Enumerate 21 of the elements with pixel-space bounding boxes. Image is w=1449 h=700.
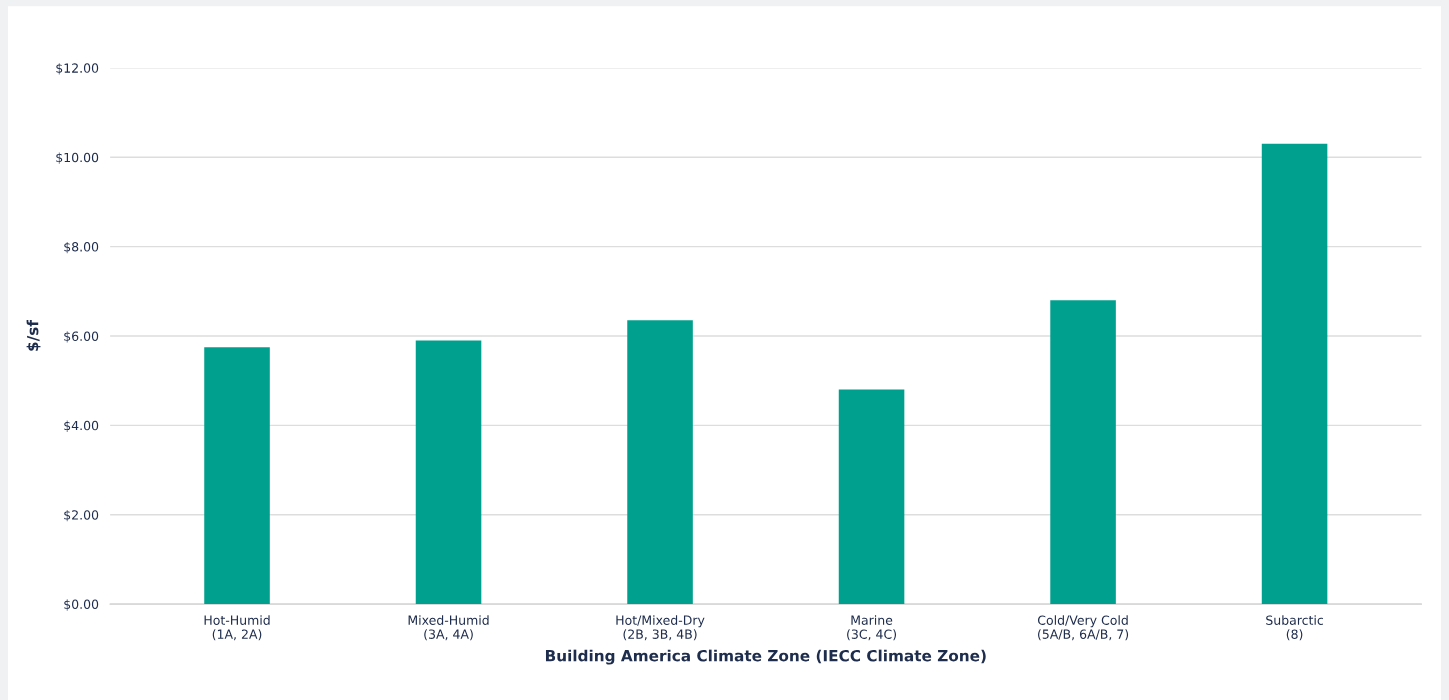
y-tick-label: $8.00 — [64, 241, 99, 254]
x-tick-label: Cold/Very Cold (5A/B, 6A/B, 7) — [1037, 615, 1129, 641]
x-tick-label: Hot-Humid (1A, 2A) — [204, 615, 270, 641]
x-tick-label: Hot/Mixed-Dry (2B, 3B, 4B) — [616, 615, 705, 641]
x-tick-label: Subarctic (8) — [1266, 615, 1323, 641]
y-tick-label: $4.00 — [64, 420, 99, 432]
y-tick-label: $6.00 — [64, 331, 99, 343]
bar — [1050, 300, 1116, 605]
bar — [838, 389, 905, 605]
x-tick-label: Mixed-Humid (3A, 4A) — [408, 615, 489, 641]
bar — [415, 340, 482, 605]
bar — [1261, 143, 1328, 605]
bar — [627, 320, 693, 605]
bar — [204, 347, 270, 605]
y-tick-label: $12.00 — [56, 63, 99, 75]
x-tick-label: Marine (3C, 4C) — [847, 615, 897, 641]
y-tick-label: $10.00 — [56, 152, 99, 164]
y-tick-label: $0.00 — [64, 599, 99, 611]
y-tick-label: $2.00 — [64, 509, 99, 522]
x-axis-title: Building America Climate Zone (IECC Climate Zone) — [545, 649, 986, 665]
y-axis-title: $/sf — [26, 319, 41, 351]
